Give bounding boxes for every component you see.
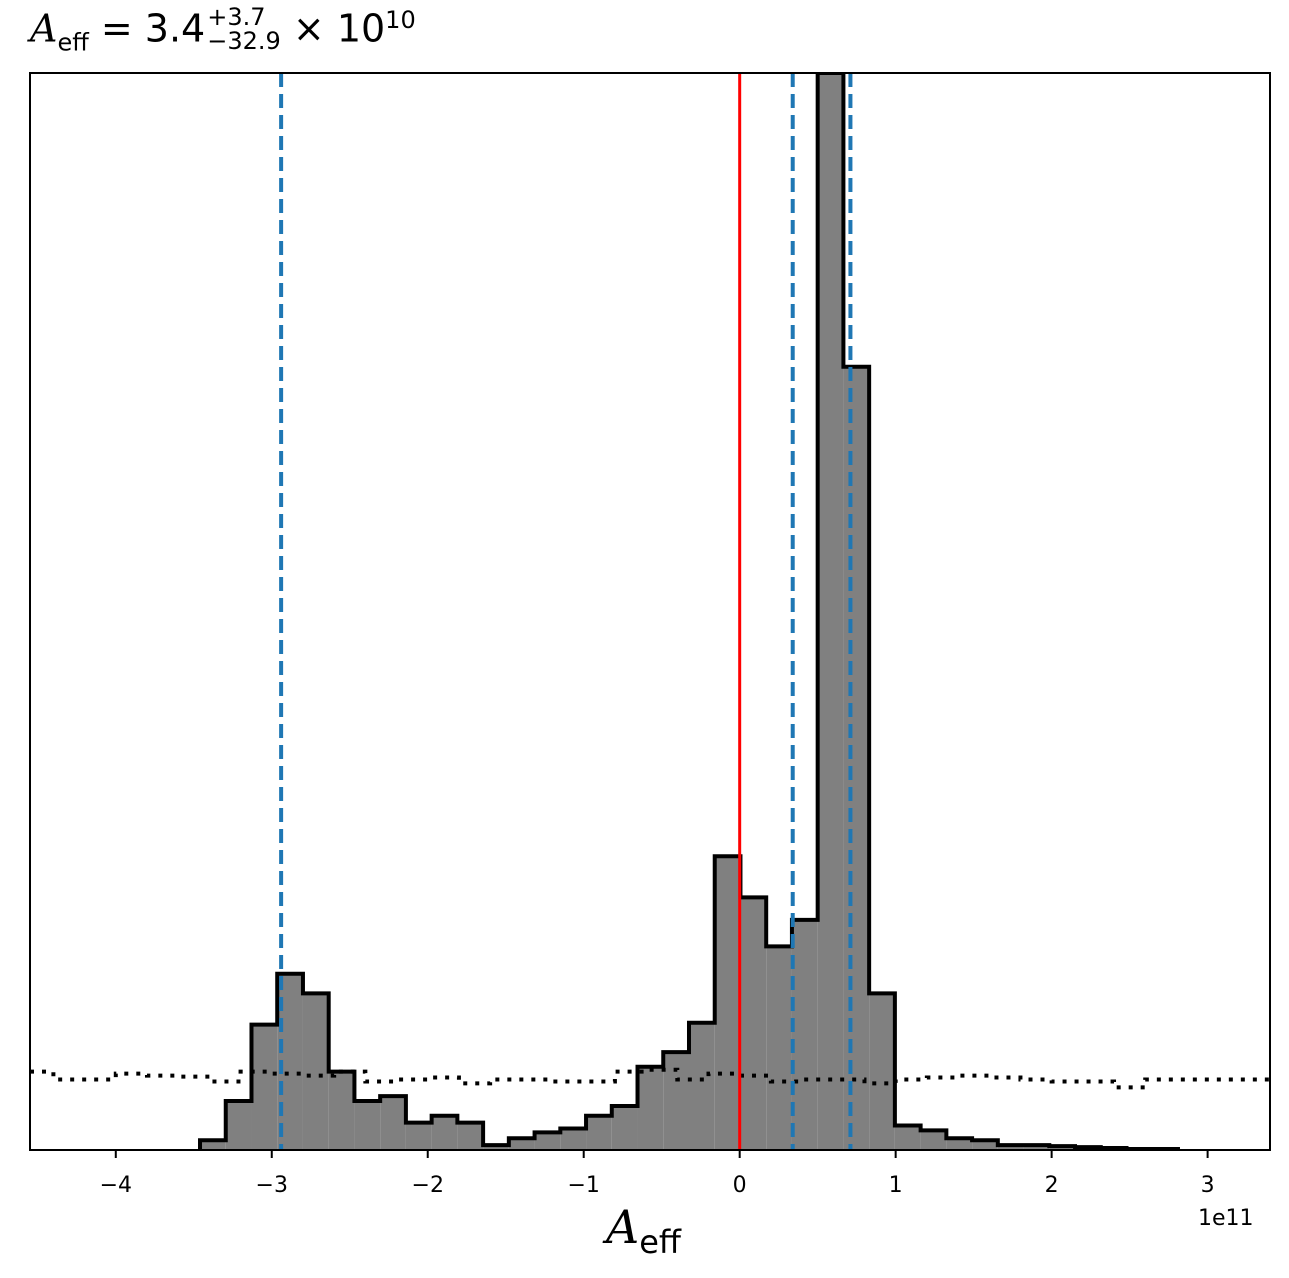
histogram-bar [586, 1115, 612, 1150]
histogram-bar [663, 1052, 689, 1150]
x-ticks: −4 −3 −2 −1 0 1 2 3 [100, 1150, 1215, 1198]
histogram-bar [560, 1128, 587, 1150]
title-subscript: eff [57, 28, 89, 57]
histogram-bar [997, 1145, 1024, 1150]
x-tick-label: −3 [256, 1173, 288, 1198]
histogram-bar [611, 1105, 638, 1150]
histogram-bar [431, 1115, 458, 1150]
title-equals: = [100, 6, 133, 51]
histogram-bar [946, 1138, 973, 1150]
histogram-bar [791, 919, 818, 1150]
histogram-bar [328, 1071, 355, 1150]
histogram-bar [1023, 1145, 1050, 1150]
histogram-bar [740, 897, 767, 1150]
histogram-bar [457, 1122, 484, 1150]
histogram-bar [380, 1096, 406, 1150]
title-times: × [292, 6, 325, 51]
histogram-bar [817, 73, 844, 1150]
histogram-bars [198, 73, 1180, 1150]
histogram-bar [200, 1140, 226, 1150]
prior-dotted-line [30, 1067, 1270, 1090]
histogram-bar [405, 1122, 432, 1150]
histogram-bar [766, 946, 792, 1150]
title-errors: +3.7 −32.9 [207, 5, 281, 53]
histogram-bar [534, 1132, 561, 1150]
xlabel-subscript: eff [639, 1223, 681, 1262]
chart-title: Aeff = 3.4 +3.7 −32.9 × 1010 [30, 5, 416, 57]
histogram-bar [508, 1138, 535, 1150]
x-tick-label: 3 [1201, 1173, 1215, 1198]
title-upper-error: +3.7 [207, 3, 266, 32]
vertical-lines [279, 73, 853, 1150]
histogram-bar [920, 1130, 947, 1150]
histogram-bar [894, 1125, 921, 1150]
histogram-bar [972, 1140, 998, 1150]
x-tick-label: −2 [412, 1173, 444, 1198]
histogram-bar [688, 1022, 715, 1150]
title-exponent: 10 [385, 6, 416, 34]
histogram-bar [354, 1101, 381, 1150]
x-tick-label: −4 [100, 1173, 132, 1198]
histogram-bar [637, 1066, 664, 1150]
title-value: 3.4 [144, 6, 206, 51]
histogram-bar [869, 993, 895, 1150]
title-base: 10 [336, 6, 386, 51]
histogram-bar [483, 1145, 509, 1150]
x-tick-label: 1 [889, 1173, 903, 1198]
x-offset-label: 1e11 [1198, 1206, 1254, 1231]
prior-line [30, 1067, 1270, 1090]
histogram-bar [714, 856, 741, 1150]
x-tick-label: −1 [567, 1173, 599, 1198]
histogram-bar [225, 1101, 252, 1150]
axes-frame [29, 72, 1271, 1151]
x-tick-label: 0 [733, 1173, 747, 1198]
histogram-bar [302, 993, 329, 1150]
histogram-outline [198, 73, 1180, 1150]
title-lower-error: −32.9 [207, 27, 281, 56]
title-symbol: A [30, 6, 58, 51]
x-axis-label: Aeff [606, 1200, 681, 1261]
xlabel-symbol: A [606, 1200, 640, 1254]
histogram-bar [843, 366, 870, 1150]
histogram-bar [251, 1024, 278, 1150]
x-tick-label: 2 [1045, 1173, 1059, 1198]
